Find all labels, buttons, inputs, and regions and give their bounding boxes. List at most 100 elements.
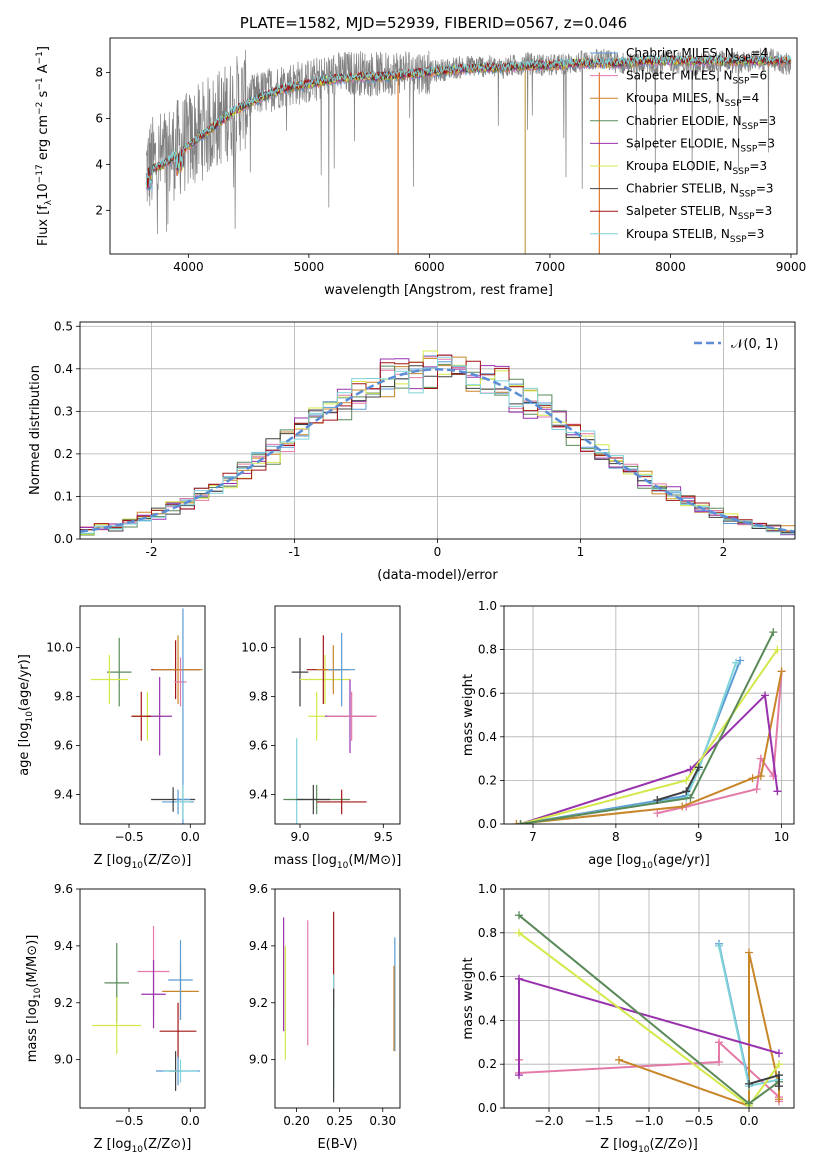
x-tick-label: 9 xyxy=(695,830,703,844)
x-axis-label: age [log10(age/yr)] xyxy=(588,853,710,871)
weight-marker xyxy=(773,787,782,796)
y-tick-label: 0.4 xyxy=(478,730,497,744)
weight-marker xyxy=(682,776,691,785)
weight-marker xyxy=(678,802,687,811)
x-tick-label: −0.5 xyxy=(114,1114,143,1128)
weight-marker xyxy=(745,948,753,957)
y-axis-label: mass weight xyxy=(461,674,476,756)
y-tick-label: 6 xyxy=(95,111,103,125)
panel-0: 4000 5000 6000 7000 8000 9000 2 4 6 8 xyxy=(95,37,807,274)
plot-area xyxy=(91,608,203,824)
panel-1: -2 -1 0 1 2 0.0 0.1 0.2 0.3 0.4 0.5 xyxy=(54,319,796,559)
y-tick-label: 0.0 xyxy=(478,1101,497,1115)
y-tick-label: 9.0 xyxy=(249,1053,268,1067)
normal-reference-curve xyxy=(80,368,795,533)
x-tick-label: 5000 xyxy=(294,260,325,274)
legend-label: Salpeter ELODIE, NSSP=3 xyxy=(626,136,775,154)
y-tick-label: 8 xyxy=(95,65,103,79)
legend-label: Chabrier STELIB, NSSP=3 xyxy=(626,182,774,200)
legend-label: Salpeter STELIB, NSSP=3 xyxy=(626,204,772,222)
panel-4: 7 8 9 10 0.0 0.2 0.4 0.6 0.8 1.0 xyxy=(478,599,795,844)
weight-marker xyxy=(745,1099,753,1108)
x-axis-label: Z [log10(Z/Z⊙)] xyxy=(94,853,192,871)
x-tick-label: −2.0 xyxy=(534,1114,563,1128)
plot-area xyxy=(145,46,792,254)
y-tick-label: 0.4 xyxy=(54,362,73,376)
y-tick-label: 10.0 xyxy=(46,641,73,655)
weight-marker xyxy=(756,772,765,781)
x-tick-label: −1.0 xyxy=(634,1114,663,1128)
legend-label: 𝒩(0, 1) xyxy=(731,337,778,352)
weight-marker xyxy=(653,809,662,818)
weight-line-0 xyxy=(657,671,783,815)
y-tick-label: 9.8 xyxy=(54,690,73,704)
x-tick-label: 9000 xyxy=(776,260,807,274)
weight-marker xyxy=(715,941,723,950)
x-axis-label: E(B-V) xyxy=(317,1137,357,1152)
chart-title: PLATE=1582, MJD=52939, FIBERID=0567, z=0… xyxy=(240,14,627,32)
x-tick-label: 7 xyxy=(529,830,537,844)
y-tick-label: 9.4 xyxy=(54,788,73,802)
x-axis-label: Z [log10(Z/Z⊙)] xyxy=(600,1137,698,1155)
y-tick-label: 0.0 xyxy=(478,817,497,831)
x-tick-label: 0.20 xyxy=(283,1114,310,1128)
plot-area xyxy=(80,350,795,536)
x-tick-label: -2 xyxy=(146,545,158,559)
x-tick-label: 0.30 xyxy=(369,1114,396,1128)
y-tick-label: 0.2 xyxy=(478,1057,497,1071)
legend-label: Kroupa ELODIE, NSSP=3 xyxy=(626,159,767,177)
y-tick-label: 1.0 xyxy=(478,599,497,613)
panel-7: −2.0 −1.5 −1.0 −0.5 0.0 0.0 0.2 0.4 0.6 0.8 1.0 xyxy=(478,882,795,1128)
weight-marker xyxy=(686,793,695,802)
y-tick-label: 0.4 xyxy=(478,1013,497,1027)
x-tick-label: −1.5 xyxy=(584,1114,613,1128)
weight-marker xyxy=(775,1060,783,1069)
weight-marker xyxy=(715,1038,723,1047)
weight-line-4 xyxy=(520,693,779,824)
legend: Chabrier MILES, NSSP=4 Salpeter MILES, NS… xyxy=(590,46,776,245)
x-tick-label: 0.0 xyxy=(181,830,200,844)
plot-area xyxy=(283,911,396,1103)
y-tick-label: 9.6 xyxy=(249,739,268,753)
weight-line-3 xyxy=(520,662,737,824)
weight-marker xyxy=(752,785,761,794)
weight-marker xyxy=(736,656,745,665)
x-tick-label: 9.0 xyxy=(290,830,309,844)
y-tick-label: 9.6 xyxy=(54,739,73,753)
legend-label: Chabrier MILES, NSSP=4 xyxy=(626,46,768,64)
y-tick-label: 2 xyxy=(95,203,103,217)
legend-label: Kroupa STELIB, NSSP=3 xyxy=(626,227,764,245)
x-tick-label: 7000 xyxy=(535,260,566,274)
y-tick-label: 0.6 xyxy=(478,970,497,984)
axes-frame xyxy=(79,605,206,825)
axes-frame xyxy=(79,888,206,1109)
x-tick-label: −0.5 xyxy=(684,1114,713,1128)
axes-frame xyxy=(109,37,798,255)
weight-marker xyxy=(515,1071,523,1080)
y-tick-label: 9.2 xyxy=(249,996,268,1010)
y-tick-label: 0.6 xyxy=(478,686,497,700)
panel-3: 9.0 9.5 9.4 9.6 9.8 10.0 xyxy=(241,605,401,844)
y-tick-label: 0.3 xyxy=(54,404,73,418)
y-tick-label: 9.2 xyxy=(54,996,73,1010)
plot-area xyxy=(515,911,783,1108)
y-tick-label: 0.2 xyxy=(54,447,73,461)
weight-marker xyxy=(775,1071,783,1080)
x-tick-label: 8000 xyxy=(655,260,686,274)
axes-frame xyxy=(274,605,401,825)
y-tick-label: 4 xyxy=(95,157,103,171)
x-tick-label: 0.25 xyxy=(326,1114,353,1128)
y-tick-label: 0.8 xyxy=(478,643,497,657)
y-tick-label: 9.8 xyxy=(249,690,268,704)
panel-2: −0.5 0.0 9.4 9.6 9.8 10.0 xyxy=(46,605,206,844)
y-axis-label: mass [log10(M/M⊙)] xyxy=(25,935,43,1063)
axes-frame xyxy=(79,321,796,540)
weight-marker xyxy=(777,667,786,676)
weight-marker xyxy=(775,1049,783,1058)
legend-label: Salpeter MILES, NSSP=6 xyxy=(626,69,767,87)
y-tick-label: 9.6 xyxy=(54,882,73,896)
y-tick-label: 0.2 xyxy=(478,773,497,787)
x-tick-label: 10 xyxy=(774,830,789,844)
y-axis-label: age [log10(age/yr)] xyxy=(17,654,35,776)
